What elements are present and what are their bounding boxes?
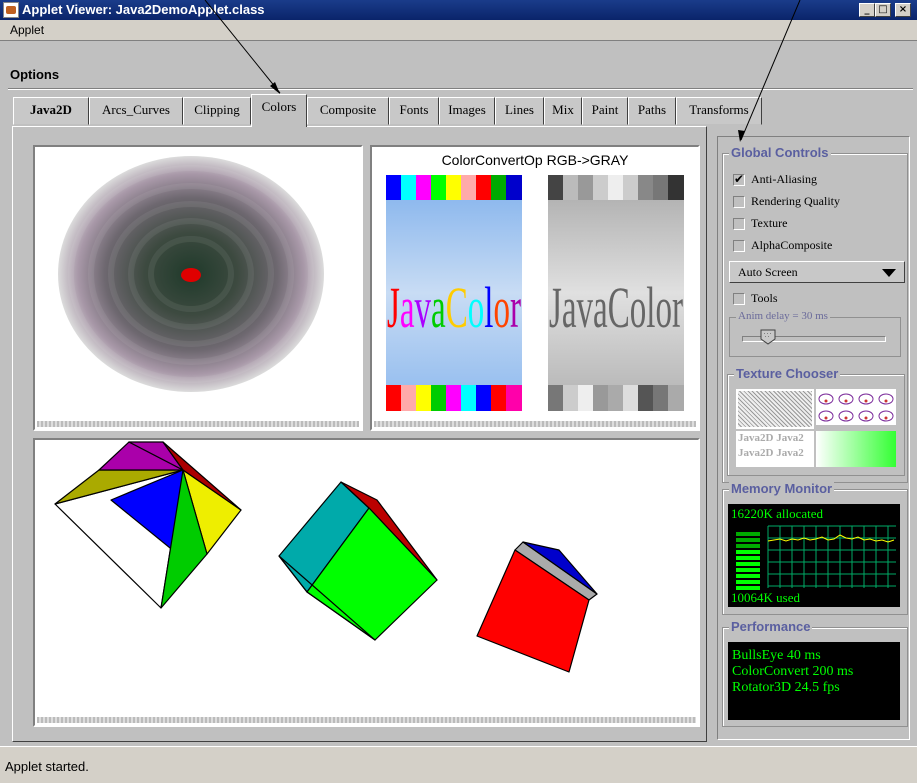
options-label: Options xyxy=(10,67,60,82)
texture-chooser-title: Texture Chooser xyxy=(734,366,841,381)
alphacomposite-checkbox[interactable]: AlphaComposite xyxy=(733,238,832,254)
tab-paths[interactable]: Paths xyxy=(628,97,676,125)
anim-delay-label: Anim delay = 30 ms xyxy=(736,310,830,322)
rotator3d-demo[interactable] xyxy=(33,438,700,727)
gray-text: JavaColor xyxy=(549,275,683,340)
checkbox-icon xyxy=(733,293,745,306)
perf-bullseye: BullsEye 40 ms xyxy=(732,648,821,663)
minimize-button[interactable]: _ xyxy=(859,3,875,17)
tab-lines[interactable]: Lines xyxy=(495,97,544,125)
anti-aliasing-checkbox[interactable]: Anti-Aliasing xyxy=(733,172,817,188)
perf-colorconvert: ColorConvert 200 ms xyxy=(732,664,854,679)
demo-resize-grip[interactable] xyxy=(37,421,359,427)
tab-fonts[interactable]: Fonts xyxy=(389,97,439,125)
performance-display[interactable]: BullsEye 40 ms ColorConvert 200 ms Rotat… xyxy=(728,642,900,720)
tab-images[interactable]: Images xyxy=(439,97,495,125)
checkbox-icon xyxy=(733,240,745,253)
memory-graph xyxy=(736,525,896,590)
tools-checkbox[interactable]: Tools xyxy=(733,291,778,307)
title-bar[interactable]: Applet Viewer: Java2DemoApplet.class _ □… xyxy=(0,0,917,20)
texture-duke-swatch[interactable] xyxy=(816,389,896,425)
performance-title: Performance xyxy=(729,619,813,634)
performance-group: Performance BullsEye 40 ms ColorConvert … xyxy=(722,619,908,727)
texture-gradient-swatch[interactable] xyxy=(816,431,896,467)
java-applet-icon xyxy=(3,2,19,18)
svg-text:JavaColor: JavaColor xyxy=(387,275,521,340)
bullseye-graphic xyxy=(58,156,324,392)
close-button[interactable]: × xyxy=(895,3,911,17)
checkbox-icon xyxy=(733,196,745,209)
tab-java2d[interactable]: Java2D xyxy=(13,97,89,125)
colorconvert-title: ColorConvertOp RGB->GRAY xyxy=(441,152,629,168)
demo-resize-grip[interactable] xyxy=(374,421,696,427)
demo-resize-grip[interactable] xyxy=(37,717,696,723)
tab-arcs-curves[interactable]: Arcs_Curves xyxy=(89,97,183,125)
texture-checkbox[interactable]: Texture xyxy=(733,216,787,232)
memory-monitor-title: Memory Monitor xyxy=(729,481,835,496)
status-bar: Applet started. xyxy=(0,746,917,783)
rotator3d-graphic xyxy=(54,441,598,673)
checkbox-icon xyxy=(733,218,745,231)
menu-bar: Applet xyxy=(0,20,917,41)
global-controls-group: Global Controls Anti-Aliasing Rendering … xyxy=(722,145,908,483)
menu-applet[interactable]: Applet xyxy=(10,23,45,37)
texture-dots-swatch[interactable] xyxy=(736,389,814,429)
tab-clipping[interactable]: Clipping xyxy=(183,97,251,125)
chevron-down-icon xyxy=(882,269,896,277)
anim-delay-track[interactable] xyxy=(742,336,886,342)
tab-mix[interactable]: Mix xyxy=(544,97,582,125)
anim-delay-group: Anim delay = 30 ms xyxy=(729,310,901,357)
colorconvert-demo[interactable]: ColorConvertOp RGB->GRAY JavaC xyxy=(370,145,700,431)
memory-allocated: 16220K allocated xyxy=(731,506,824,521)
tab-transforms[interactable]: Transforms xyxy=(676,97,762,125)
global-controls-title: Global Controls xyxy=(729,145,831,160)
options-divider xyxy=(8,88,913,90)
bullseye-demo[interactable] xyxy=(33,145,363,431)
memory-monitor-display[interactable]: 16220K allocated 10064K used xyxy=(728,504,900,607)
tab-composite[interactable]: Composite xyxy=(307,97,389,125)
maximize-button[interactable]: □ xyxy=(875,3,891,17)
tab-colors[interactable]: Colors xyxy=(251,94,307,127)
window-title: Applet Viewer: Java2DemoApplet.class xyxy=(22,2,265,17)
memory-monitor-group: Memory Monitor 16220K allocated 10064K u xyxy=(722,481,908,615)
screen-select[interactable]: Auto Screen xyxy=(729,261,905,283)
texture-chooser-group: Texture Chooser Java2D Java2 Java2D Java2 xyxy=(727,366,905,476)
rendering-quality-checkbox[interactable]: Rendering Quality xyxy=(733,194,840,210)
perf-rotator3d: Rotator3D 24.5 fps xyxy=(732,680,840,695)
colorconvert-graphic: JavaColor JavaColor JavaColor xyxy=(386,175,684,411)
texture-text-swatch[interactable]: Java2D Java2 Java2D Java2 xyxy=(736,431,814,467)
memory-used: 10064K used xyxy=(731,590,800,605)
tab-paint[interactable]: Paint xyxy=(582,97,628,125)
checkbox-checked-icon xyxy=(733,172,745,187)
control-panel: Global Controls Anti-Aliasing Rendering … xyxy=(717,136,910,740)
status-text: Applet started. xyxy=(5,759,89,774)
anim-delay-slider[interactable] xyxy=(760,329,776,345)
